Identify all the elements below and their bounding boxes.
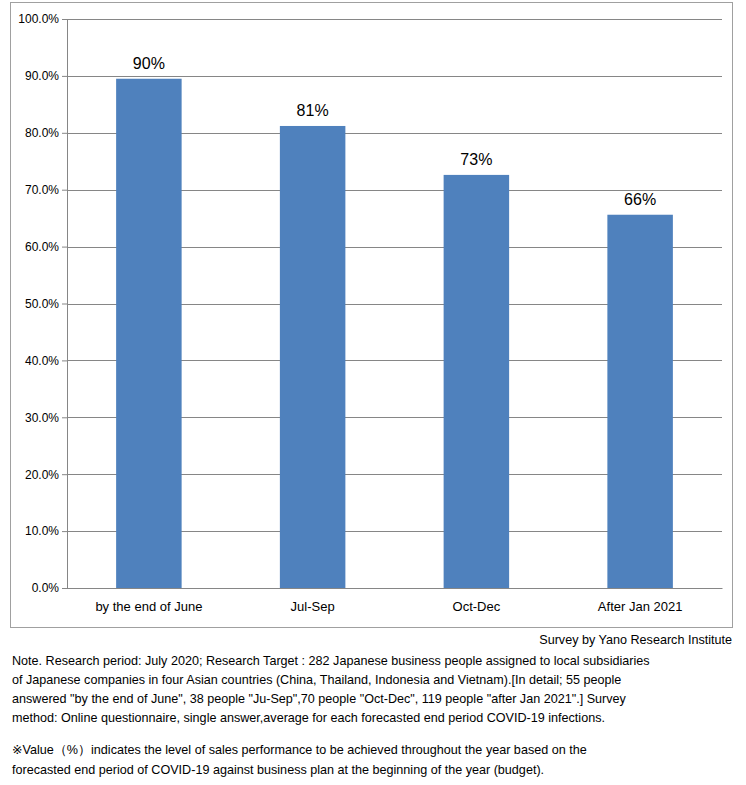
bar	[607, 215, 673, 588]
y-axis: 0.0% 10.0% 20.0% 30.0% 40.0% 50.0% 60.0% 70.0% 8…	[18, 12, 67, 595]
tick-label: Jul-Sep	[291, 599, 335, 614]
tick: Jul-Sep	[291, 588, 335, 614]
tick-mark	[62, 588, 67, 589]
bars	[116, 79, 673, 588]
note: of Japanese companies in four Asian coun…	[12, 673, 621, 687]
tick-mark	[62, 417, 67, 418]
note: ※Value（%）indicates the level of sales pe…	[12, 743, 587, 757]
tick: 40.0%	[25, 354, 67, 368]
tick: 60.0%	[25, 240, 67, 254]
tick-label: 50.0%	[25, 297, 59, 311]
tick-label: 30.0%	[25, 411, 59, 425]
grid-line	[67, 588, 722, 589]
tick: After Jan 2021	[598, 588, 683, 614]
tick: 0.0%	[32, 581, 67, 595]
axis-line	[68, 588, 723, 589]
tick-label: 20.0%	[25, 468, 59, 482]
tick-mark	[62, 133, 67, 134]
tick: 80.0%	[25, 126, 67, 140]
note: answered "by the end of June", 38 people…	[12, 692, 627, 706]
tick: 90.0%	[25, 69, 67, 83]
tick-mark	[62, 474, 67, 475]
tick-label: 40.0%	[25, 354, 59, 368]
tick-mark	[62, 531, 67, 532]
tick-label: 0.0%	[32, 581, 60, 595]
tick: 50.0%	[25, 297, 67, 311]
tick: Oct-Dec	[453, 588, 501, 614]
x-axis: by the end of June Jul-Sep Oct-Dec After Ja…	[68, 588, 723, 614]
tick: 10.0%	[25, 524, 67, 538]
bar	[444, 175, 510, 588]
bar	[280, 126, 346, 588]
tick: 100.0%	[18, 12, 67, 26]
bar	[116, 79, 182, 588]
source: Survey by Yano Research Institute	[539, 633, 732, 647]
tick-label: 90.0%	[25, 69, 59, 83]
grid-line	[67, 19, 722, 20]
tick-label: After Jan 2021	[598, 599, 683, 614]
axis-line	[67, 20, 68, 589]
tick-label: Oct-Dec	[453, 599, 501, 614]
tick-label: 60.0%	[25, 240, 59, 254]
chart-frame	[11, 3, 733, 628]
tick-label: by the end of June	[95, 599, 202, 614]
grid	[67, 20, 722, 589]
tick-mark	[62, 247, 67, 248]
data-label: 66%	[624, 191, 656, 208]
data-label: 73%	[460, 151, 492, 168]
tick-mark	[62, 360, 67, 361]
tick-label: 80.0%	[25, 126, 59, 140]
grid-line	[67, 76, 722, 77]
tick-label: 70.0%	[25, 183, 59, 197]
annotations: Survey by Yano Research Institute Note. R…	[12, 633, 732, 777]
note: Note. Research period: July 2020; Resear…	[12, 654, 650, 668]
tick-mark	[62, 190, 67, 191]
data-label: 81%	[297, 102, 329, 119]
tick-mark	[62, 76, 67, 77]
tick: 30.0%	[25, 411, 67, 425]
data-labels: 90% 81% 73% 66%	[133, 55, 656, 208]
tick-label: 100.0%	[18, 12, 59, 26]
tick: 70.0%	[25, 183, 67, 197]
tick-mark	[62, 304, 67, 305]
chart-svg: 0.0% 10.0% 20.0% 30.0% 40.0% 50.0% 60.0% 70.0% 8…	[0, 0, 746, 785]
tick-mark	[62, 19, 67, 20]
tick: by the end of June	[95, 588, 202, 614]
note: method: Online questionnaire, single ans…	[12, 711, 605, 725]
note: forecasted end period of COVID-19 agains…	[12, 763, 544, 777]
data-label: 90%	[133, 55, 165, 72]
tick-label: 10.0%	[25, 524, 59, 538]
tick: 20.0%	[25, 468, 67, 482]
